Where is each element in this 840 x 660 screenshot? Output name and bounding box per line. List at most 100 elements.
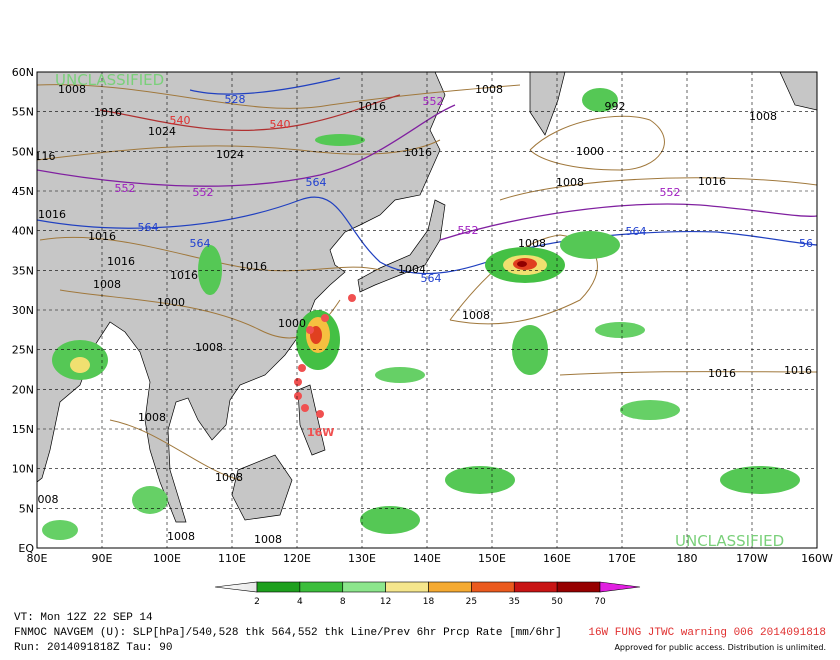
lat-label: 30N [12,304,34,317]
land [37,72,446,523]
precipitation [42,88,800,540]
land [357,199,446,293]
contour-label: 552 [660,186,681,199]
lat-label: 20N [12,383,34,396]
lon-label: 90E [92,552,113,565]
contour-label: 1000 [278,317,306,330]
colorbar-swatch [299,581,344,593]
contour-label: 1008 [518,237,546,250]
contour-label: 008 [38,493,59,506]
contour-label: 116 [35,150,56,163]
colorbar-high [599,581,641,593]
contour-label: 1024 [216,148,244,161]
lon-label: 100E [153,552,181,565]
contour-label: 992 [605,100,626,113]
colorbar-swatch [256,581,301,593]
contour-label: 1016 [170,269,198,282]
colorbar-tick-label: 2 [254,597,260,607]
contour-label: 1016 [94,106,122,119]
contour-label: 1016 [784,364,812,377]
contour-label: 1008 [215,471,243,484]
colorbar-tick-label: 35 [509,597,520,607]
colorbar-tick-label: 18 [423,597,435,607]
contour-label: 56 [799,237,813,250]
lat-label: 15N [12,423,34,436]
contour-label: 1016 [107,255,135,268]
axis-labels: 60N 55N 50N 45N 40N 35N 30N 25N 20N 15N 10N 5N EQ80E… [12,66,833,565]
contour-label: 1008 [556,176,584,189]
contour-label: 1008 [167,530,195,543]
contour-label: 1008 [58,83,86,96]
run-info: Run: 2014091818Z Tau: 90 [14,642,172,654]
lat-label: EQ [18,542,34,555]
colorbar-tick-label: 12 [380,597,391,607]
contour-label: 564 [138,221,159,234]
colorbar-tick-label: 70 [594,597,606,607]
contour-label: 1016 [404,146,432,159]
classification-banner: UNCLASSIFIED [675,532,784,550]
colorbar-tick-label: 4 [297,597,303,607]
colorbar-swatch [556,581,601,593]
colorbar-swatch [428,581,472,593]
contour-label: 552 [458,224,479,237]
graticule [37,72,817,548]
colorbar-tick-label: 25 [466,597,477,607]
colorbar-swatch [385,581,429,593]
lat-label: 35N [12,264,34,277]
model-description: FNMOC NAVGEM (U): SLP[hPa]/540,528 thk 5… [14,627,562,639]
contour-label: 1016 [358,100,386,113]
thickness-564 [37,77,817,275]
contour-label: 1016 [239,260,267,273]
lat-label: 25N [12,344,34,357]
lat-label: 50N [12,145,34,158]
contour-label: 564 [626,225,647,238]
contour-label: 1016 [88,230,116,243]
approval-note: Approved for public access. Distribution… [614,643,826,652]
colorbar: 2 4 8 12 18 25 35 50 70 [214,581,641,607]
contour-label: 552 [193,186,214,199]
storm-track [294,294,356,418]
thickness-540 [99,94,401,131]
lat-label: 45N [12,185,34,198]
contour-label: 1008 [93,278,121,291]
contour-label: 1008 [475,83,503,96]
lon-label: 160E [543,552,571,565]
colorbar-tick-label: 8 [340,597,346,607]
valid-time: VT: Mon 12Z 22 SEP 14 [14,612,153,624]
lon-label: 180 [677,552,698,565]
lat-label: 55N [12,106,34,119]
contour-label: 552 [423,95,444,108]
lon-label: 80E [27,552,48,565]
lat-label: 5N [19,502,34,515]
lon-label: 110E [218,552,246,565]
contour-label: 1016 [708,367,736,380]
colorbar-swatch [513,581,558,593]
lon-label: 150E [478,552,506,565]
storm-label: 16W [307,426,334,439]
contour-label: 552 [115,182,136,195]
lon-label: 170E [608,552,636,565]
contour-label: 1000 [157,296,185,309]
classification-banner: UNCLASSIFIED [55,71,164,89]
warning-info: 16W FUNG JTWC warning 006 2014091818 [588,627,826,639]
contour-label: 564 [306,176,327,189]
contour-label: 1016 [698,175,726,188]
colorbar-swatch [471,581,515,593]
colorbar-swatch [342,581,386,593]
lat-label: 10N [12,463,34,476]
contour-label: 540 [170,114,191,127]
contour-label: 564 [421,272,442,285]
lon-label: 130E [348,552,376,565]
contour-label: 1008 [138,411,166,424]
thickness-552 [37,104,817,241]
contour-label: 1008 [462,309,490,322]
contour-label: 1016 [38,208,66,221]
land [297,384,326,456]
lon-label: 140E [413,552,441,565]
lat-label: 60N [12,66,34,79]
contour-label: 564 [190,237,211,250]
contour-label: 1000 [576,145,604,158]
